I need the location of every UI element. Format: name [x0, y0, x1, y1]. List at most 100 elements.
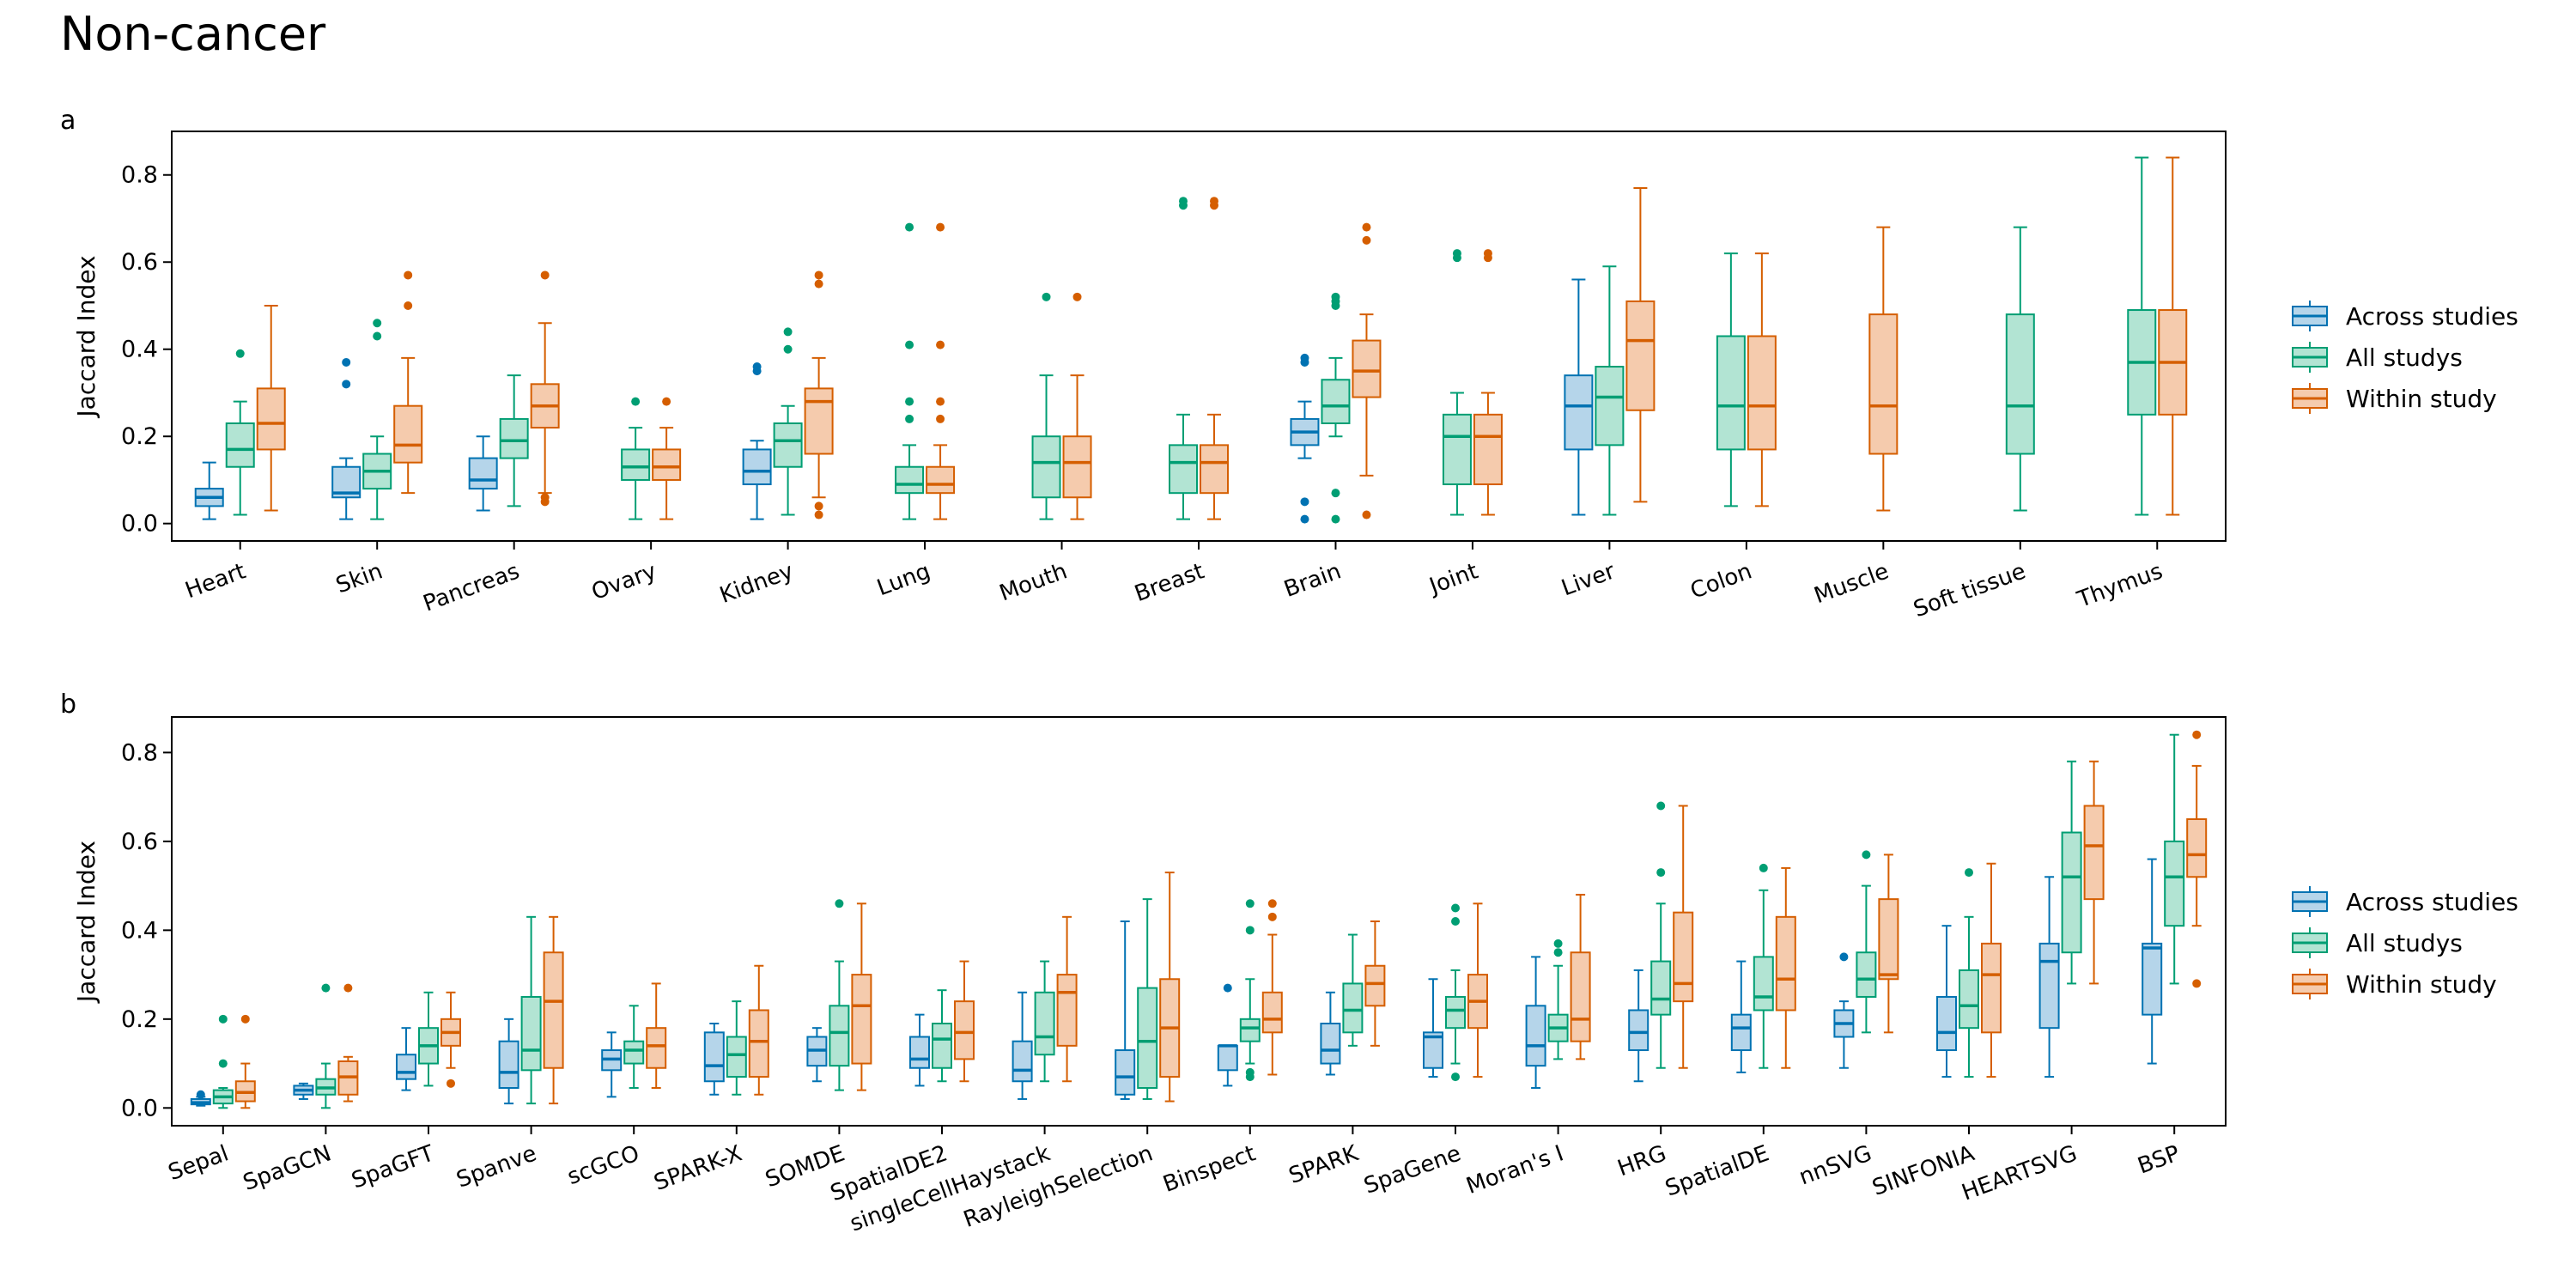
chart-panel-a: a 0.0 0.2 0.4 0.6 0.8 Jaccard Index Heart Skin Pa…: [60, 106, 2518, 623]
box-across-studies: [1115, 920, 1136, 1100]
box-within-study: [954, 960, 975, 1083]
outlier-point: [447, 1078, 455, 1088]
category-group: [909, 960, 975, 1087]
box-body: [1056, 974, 1078, 1047]
category-group: [498, 915, 564, 1105]
outlier-point: [1656, 801, 1666, 811]
box-within-study: [1473, 249, 1503, 516]
x-tick-label: BSP: [2135, 1140, 2184, 1179]
box-body: [1062, 435, 1092, 499]
y-tick-label: 0.6: [121, 249, 158, 276]
outlier-point: [1862, 850, 1871, 860]
box-within-study: [2186, 730, 2208, 988]
category-group: [1442, 249, 1503, 516]
x-tick-label: SpatialDE: [1662, 1140, 1773, 1201]
legend-label: Across studies: [2346, 302, 2518, 331]
box-body: [1936, 995, 1957, 1052]
y-tick-label: 0.2: [121, 1006, 158, 1033]
box-within-study: [1467, 902, 1488, 1078]
box-within-study: [1673, 805, 1694, 1069]
outlier-point: [1245, 1067, 1255, 1077]
box-within-study: [748, 964, 769, 1096]
category-group: [2005, 226, 2035, 512]
box-body: [499, 417, 529, 459]
legend-item: Across studies: [2292, 886, 2518, 917]
box-body: [1775, 915, 1796, 1012]
x-tick-label: SpaGFT: [349, 1140, 438, 1194]
outlier-point: [1245, 899, 1255, 908]
box-body: [1239, 1018, 1261, 1042]
box-within-study: [234, 1014, 256, 1109]
y-tick-label: 0.0: [121, 511, 158, 538]
box-within-study: [2083, 760, 2105, 985]
x-tick-label: Lung: [874, 558, 934, 601]
box-body: [256, 387, 286, 451]
outlier-point: [2192, 979, 2202, 988]
x-tick-label: Colon: [1687, 558, 1755, 604]
box-body: [1525, 1005, 1546, 1067]
box-across-studies: [1564, 278, 1594, 516]
box-body: [1959, 969, 1979, 1030]
category-group: [703, 964, 769, 1096]
x-tick-label: Soft tissue: [1911, 558, 2030, 623]
outlier-point: [1451, 917, 1460, 926]
legend-label: Within study: [2346, 385, 2497, 413]
box-across-studies: [1730, 960, 1752, 1073]
outlier-point: [783, 327, 793, 337]
category-group: [2038, 760, 2105, 1078]
box-body: [652, 448, 682, 481]
category-group: [1716, 252, 1777, 507]
box-body: [498, 1040, 519, 1090]
box-within-study: [1747, 252, 1777, 507]
box-within-study: [256, 304, 286, 512]
plot-frame: [171, 716, 2227, 1127]
outlier-point: [1362, 222, 1371, 232]
category-group: [1031, 292, 1092, 520]
box-body: [773, 422, 803, 468]
category-group: [1525, 893, 1591, 1090]
box-all-studys: [773, 327, 803, 516]
box-across-studies: [1628, 969, 1649, 1083]
x-tick-label: Ovary: [588, 558, 659, 605]
box-body: [621, 448, 651, 481]
box-across-studies: [1833, 952, 1855, 1069]
outlier-point: [1300, 497, 1309, 507]
category-group: [1936, 862, 2002, 1078]
box-all-studys: [726, 1000, 747, 1096]
box-within-study: [1868, 226, 1899, 512]
x-tick-label: Spanve: [453, 1140, 540, 1193]
category-group: [1169, 197, 1229, 520]
legend-item: All studys: [2292, 342, 2463, 373]
x-tick-label: Moran's I: [1463, 1140, 1567, 1200]
box-body: [1473, 413, 1503, 486]
category-group: [396, 991, 461, 1091]
y-tick-label: 0.6: [121, 829, 158, 855]
legend-item: Within study: [2292, 383, 2497, 414]
box-within-study: [440, 991, 461, 1088]
category-group: [1115, 872, 1181, 1103]
box-body: [225, 422, 255, 468]
category-group: [331, 270, 423, 520]
y-tick-label: 0.4: [121, 337, 158, 363]
outlier-point: [1331, 514, 1340, 524]
box-all-studys: [895, 222, 925, 520]
box-body: [895, 465, 925, 495]
box-across-studies: [190, 1090, 211, 1107]
box-all-studys: [212, 1014, 234, 1109]
box-all-studys: [1442, 249, 1472, 516]
box-across-studies: [1423, 978, 1443, 1078]
box-all-studys: [520, 915, 542, 1105]
box-body: [804, 387, 834, 455]
box-across-studies: [1290, 353, 1320, 524]
box-body: [909, 1036, 930, 1069]
outlier-point: [1965, 868, 1973, 878]
outlier-point: [235, 349, 245, 358]
outlier-point: [905, 340, 914, 349]
box-body: [2038, 942, 2060, 1030]
box-body: [1753, 956, 1774, 1012]
page-title: Non-cancer: [60, 7, 326, 61]
box-body: [2061, 831, 2082, 954]
outlier-point: [540, 270, 550, 280]
x-tick-label: HRG: [1614, 1140, 1670, 1182]
box-body: [748, 1009, 769, 1078]
